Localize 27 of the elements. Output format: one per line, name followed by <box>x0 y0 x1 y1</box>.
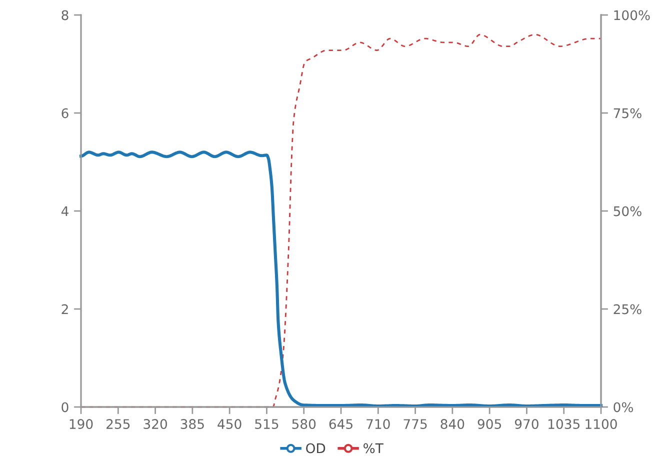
x-tick-label: 515 <box>255 419 278 430</box>
x-tick-label: 385 <box>180 419 204 430</box>
y-tick-label: 0 <box>62 402 68 412</box>
y2-tick-label: 75% <box>614 108 642 118</box>
x-tick-label: 320 <box>144 419 167 430</box>
legend-label: OD <box>306 443 326 454</box>
y2-tick-label: 100% <box>614 10 650 20</box>
x-tick-label: 450 <box>218 419 242 430</box>
x-tick-label: 1100 <box>586 419 617 430</box>
x-tick-label: 255 <box>106 419 130 430</box>
x-tick-label: 190 <box>70 419 93 430</box>
y-tick-label: 8 <box>62 10 68 20</box>
y2-tick-label: 25% <box>614 304 642 314</box>
y2-tick-label: 0% <box>614 402 634 412</box>
y2-tick-label: 50% <box>614 206 642 216</box>
x-tick-label: 580 <box>292 419 316 430</box>
y-tick-label: 2 <box>62 304 68 314</box>
legend-label: %T <box>364 443 384 454</box>
x-tick-label: 905 <box>478 419 502 430</box>
y-tick-label: 6 <box>62 108 68 118</box>
x-tick-label: 840 <box>440 419 464 430</box>
x-tick-label: 710 <box>366 419 390 430</box>
x-tick-label: 775 <box>404 419 427 430</box>
x-tick-label: 645 <box>329 419 352 430</box>
x-tick-label: 1035 <box>548 419 580 430</box>
y-tick-label: 4 <box>61 206 68 216</box>
x-tick-label: 970 <box>514 419 538 430</box>
